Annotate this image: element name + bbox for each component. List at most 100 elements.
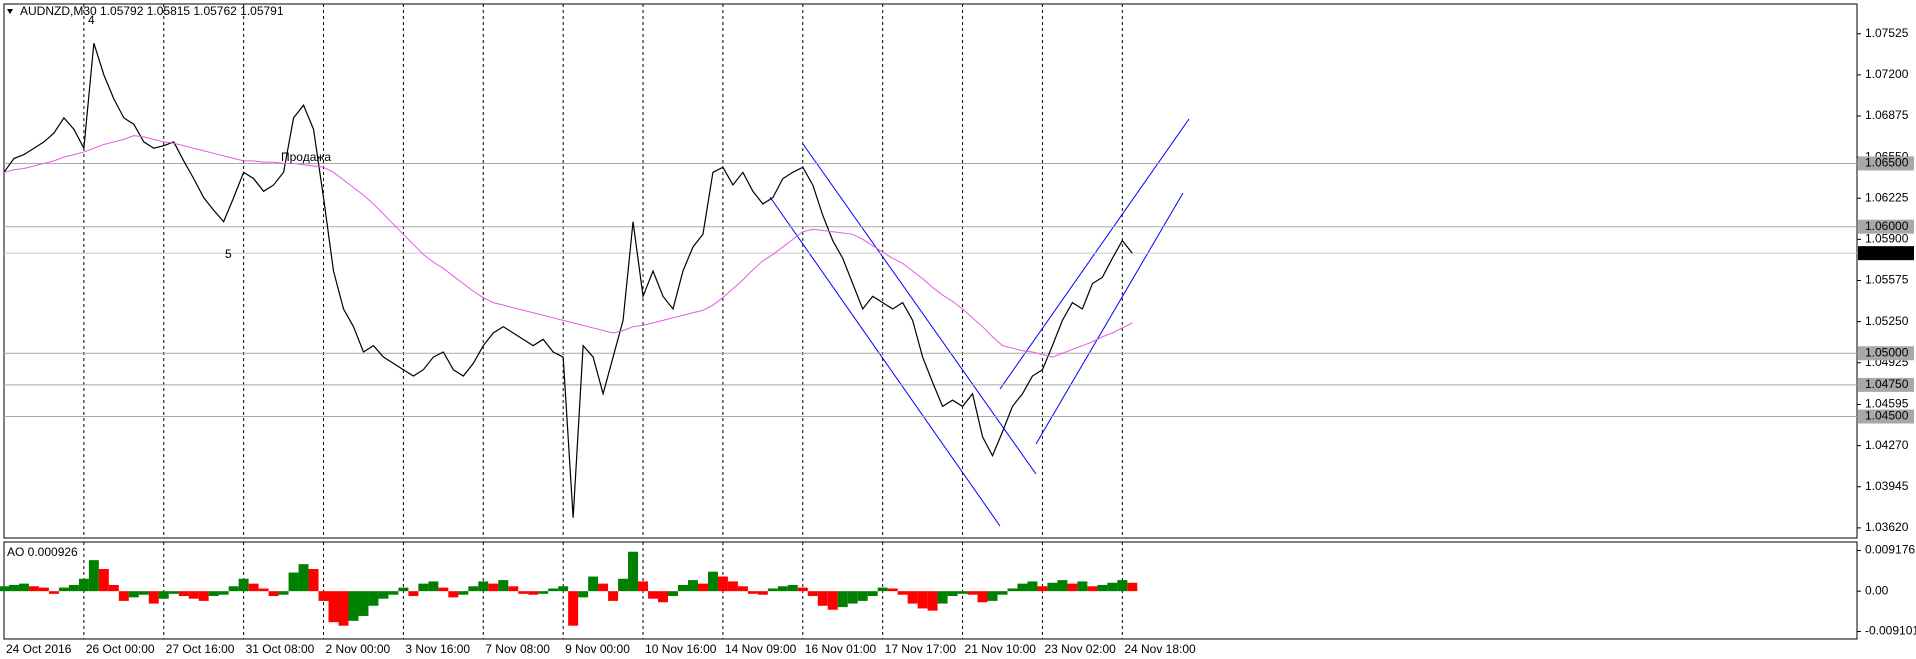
ao-bar	[867, 591, 878, 597]
level-label: 1.06500	[1865, 156, 1909, 170]
x-tick-label: 17 Nov 17:00	[885, 642, 957, 656]
ao-bar	[677, 584, 688, 592]
x-tick-label: 14 Nov 09:00	[725, 642, 797, 656]
ao-bar	[338, 591, 349, 626]
level-label: 1.06000	[1865, 219, 1909, 233]
ao-bar	[528, 591, 539, 595]
y-tick-label: 1.04595	[1865, 397, 1909, 411]
ao-bar	[78, 578, 89, 592]
ao-bar	[648, 591, 659, 599]
ao-bar	[687, 580, 698, 592]
ao-bar	[258, 588, 269, 592]
ao-bar	[418, 583, 429, 592]
ao-bar	[18, 583, 29, 592]
ao-bar	[308, 569, 319, 592]
ao-bar	[398, 587, 409, 592]
x-tick-label: 16 Nov 01:00	[805, 642, 877, 656]
y-tick-label: -0.009101	[1865, 624, 1916, 638]
ao-bar	[668, 591, 678, 597]
x-tick-label: 23 Nov 02:00	[1044, 642, 1116, 656]
ao-bar	[478, 581, 489, 592]
ao-bar	[967, 591, 978, 595]
ao-bar	[937, 591, 948, 604]
level-label-box	[1858, 156, 1914, 171]
ao-bar	[118, 591, 129, 601]
x-tick-label: 7 Nov 08:00	[485, 642, 550, 656]
ao-bar	[1097, 584, 1108, 592]
y-tick-label: 1.05250	[1865, 314, 1909, 328]
channel-line	[802, 143, 1037, 475]
ao-bar	[1027, 581, 1038, 592]
ao-bar	[977, 591, 988, 603]
ao-bar	[488, 583, 499, 592]
annotation: 4	[88, 13, 95, 27]
ao-bar	[1037, 586, 1048, 592]
y-tick-label: 0.009176	[1865, 543, 1915, 557]
ao-bar	[28, 586, 39, 592]
ao-bar	[787, 584, 798, 592]
level-label-box	[1858, 409, 1914, 424]
ao-bar	[328, 591, 339, 623]
ao-bar	[727, 581, 738, 592]
ao-bar	[857, 591, 868, 601]
ao-bar	[568, 591, 579, 626]
x-tick-label: 21 Nov 10:00	[965, 642, 1037, 656]
level-label-box	[1858, 346, 1914, 361]
y-tick-label: 1.05900	[1865, 232, 1909, 246]
chart-title: AUDNZD,M30 1.05792 1.05815 1.05762 1.057…	[20, 4, 284, 18]
ao-bar	[448, 591, 459, 598]
ao-bar	[907, 591, 918, 604]
ao-bar	[498, 580, 509, 592]
ao-bar	[1087, 586, 1098, 592]
ao-bar	[1007, 588, 1018, 592]
ao-bar	[468, 586, 479, 592]
ao-bar	[957, 591, 968, 594]
ao-bar	[658, 591, 669, 603]
ao-bar	[598, 583, 609, 592]
ao-bar	[248, 583, 259, 592]
ao-bar	[927, 591, 938, 611]
ao-bar	[887, 588, 898, 592]
price-line	[3, 135, 1133, 358]
ao-bar	[618, 578, 629, 592]
ao-bar	[1067, 583, 1078, 592]
ao-bar	[807, 591, 818, 597]
y-tick-label: 1.07200	[1865, 67, 1909, 81]
ao-bar	[218, 591, 229, 595]
ao-bar	[628, 551, 639, 592]
ao-bar	[1127, 582, 1138, 592]
annotation: 5	[225, 247, 232, 261]
ao-bar	[0, 586, 9, 592]
y-tick-label: 1.04270	[1865, 438, 1909, 452]
ao-bar	[997, 591, 1008, 595]
ao-bar	[518, 591, 529, 594]
ao-bar	[208, 591, 219, 597]
x-tick-label: 24 Oct 2016	[6, 642, 72, 656]
ao-bar	[178, 591, 189, 597]
ao-bar	[1117, 580, 1128, 592]
ao-bar	[48, 591, 59, 594]
ao-bar	[707, 571, 718, 592]
ao-bar	[1077, 581, 1088, 592]
ao-bar	[188, 591, 199, 599]
level-label-box	[1858, 219, 1914, 234]
y-tick-label: 1.06875	[1865, 108, 1909, 122]
last-price-box	[1858, 246, 1914, 261]
y-tick-label: 1.05575	[1865, 273, 1909, 287]
x-tick-label: 27 Oct 16:00	[166, 642, 235, 656]
ao-bar	[298, 564, 309, 592]
x-tick-label: 3 Nov 16:00	[405, 642, 470, 656]
ao-bar	[378, 591, 389, 599]
ao-bar	[128, 591, 139, 598]
ao-bar	[697, 583, 708, 592]
ao-bar	[458, 591, 469, 595]
x-tick-label: 2 Nov 00:00	[326, 642, 391, 656]
ao-bar	[827, 591, 838, 610]
ao-bar	[608, 591, 619, 601]
ao-bar	[438, 587, 449, 592]
y-tick-label: 1.07525	[1865, 26, 1909, 40]
